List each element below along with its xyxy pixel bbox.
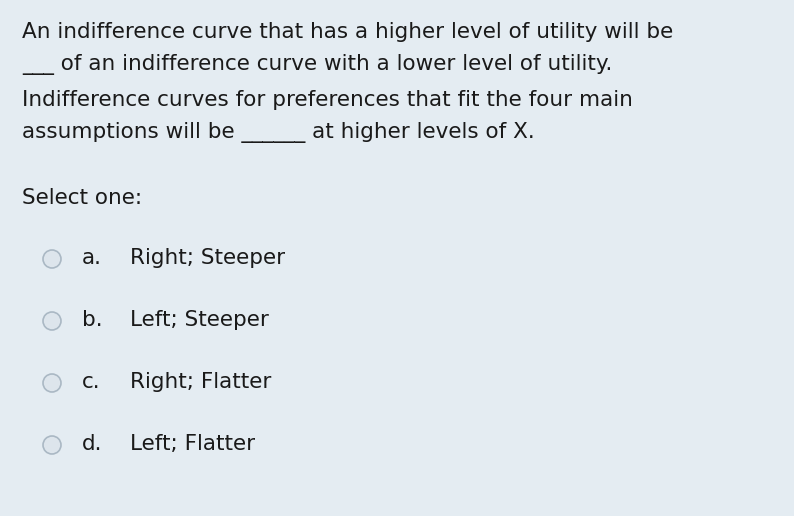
Text: Right; Flatter: Right; Flatter: [130, 372, 272, 392]
Text: a.: a.: [82, 248, 102, 268]
Ellipse shape: [43, 374, 61, 392]
Text: ___ of an indifference curve with a lower level of utility.: ___ of an indifference curve with a lowe…: [22, 54, 612, 75]
Text: Select one:: Select one:: [22, 188, 142, 208]
Ellipse shape: [43, 436, 61, 454]
Text: Right; Steeper: Right; Steeper: [130, 248, 285, 268]
Text: c.: c.: [82, 372, 101, 392]
Text: d.: d.: [82, 434, 102, 454]
Ellipse shape: [43, 250, 61, 268]
Text: assumptions will be ______ at higher levels of X.: assumptions will be ______ at higher lev…: [22, 122, 534, 143]
Ellipse shape: [43, 312, 61, 330]
Text: An indifference curve that has a higher level of utility will be: An indifference curve that has a higher …: [22, 22, 673, 42]
Text: b.: b.: [82, 310, 102, 330]
Text: Left; Steeper: Left; Steeper: [130, 310, 269, 330]
Text: Left; Flatter: Left; Flatter: [130, 434, 255, 454]
Text: Indifference curves for preferences that fit the four main: Indifference curves for preferences that…: [22, 90, 633, 110]
